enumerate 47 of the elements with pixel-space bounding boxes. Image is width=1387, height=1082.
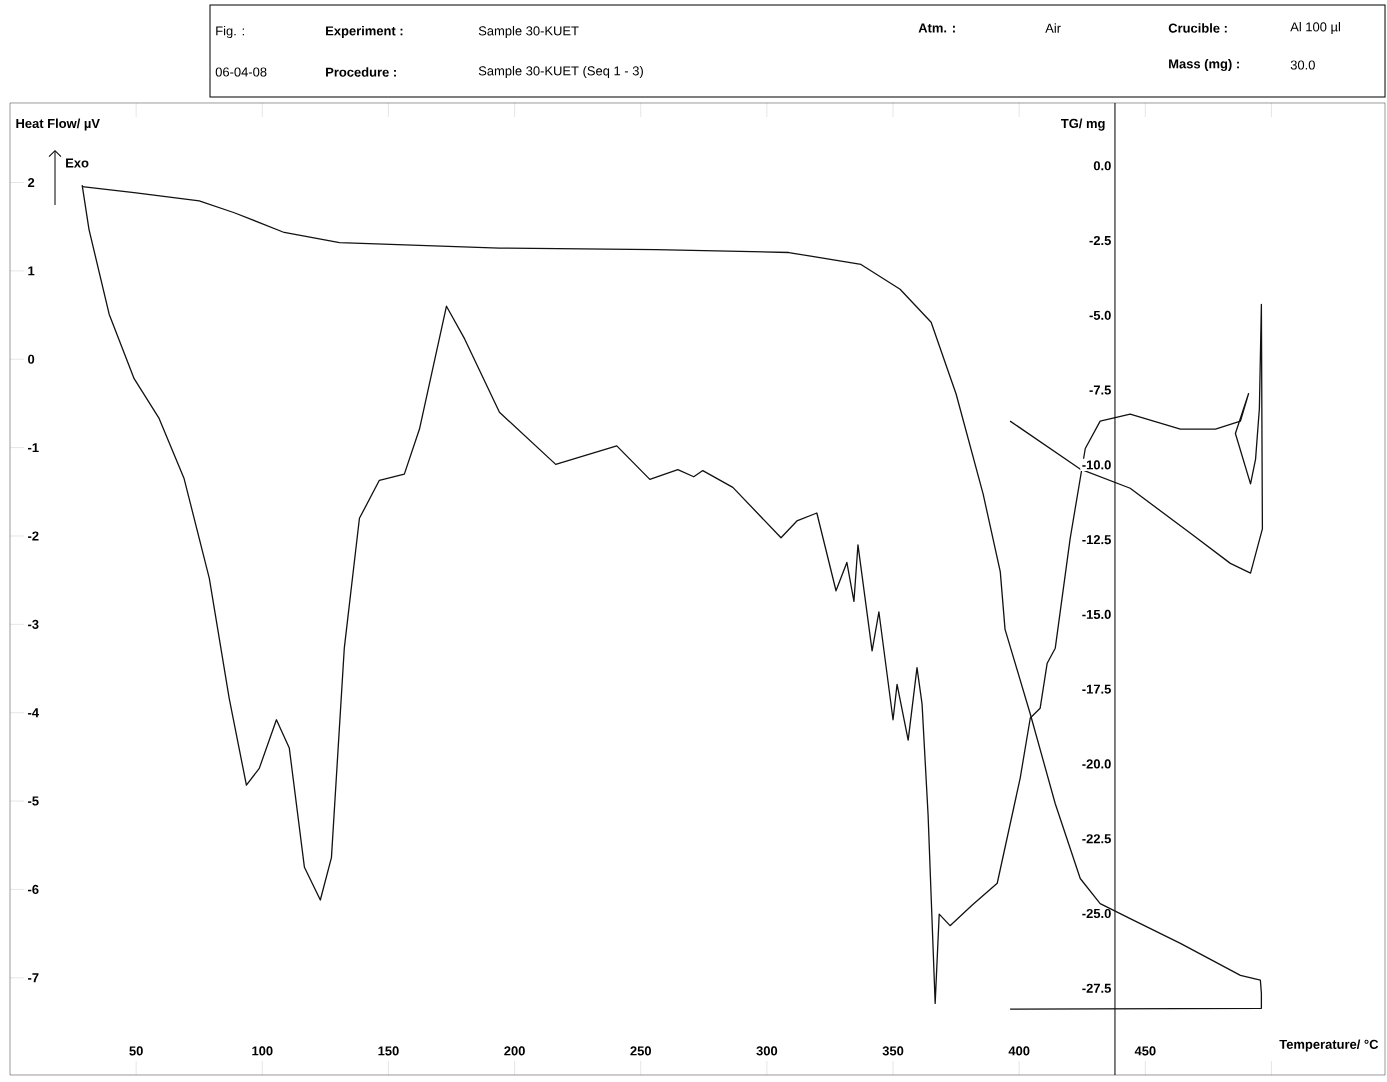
text: Crucible : (1168, 23, 1227, 33)
x-tick-label: 300 (756, 1046, 778, 1056)
x-tick-label: 200 (504, 1046, 525, 1056)
x-axis-title: Temperature/ °C (1279, 1039, 1379, 1052)
text: Fig. : (216, 25, 245, 39)
y-tick-label: 1 (28, 266, 35, 276)
y-axis-title: Heat Flow/ µV (16, 118, 100, 131)
y2-tick-label: -27.5 (1082, 983, 1111, 993)
y-tick-label: -5 (28, 796, 39, 806)
y2-tick-label: -15.0 (1082, 609, 1111, 619)
y-tick-label: -6 (28, 884, 39, 895)
text: Procedure : (326, 67, 396, 77)
x-tick-label: 50 (129, 1046, 143, 1056)
text: Air (1045, 23, 1061, 33)
y2-tick-label: -7.5 (1089, 385, 1111, 395)
x-tick-label: 100 (252, 1046, 273, 1056)
text: 30.0 (1290, 60, 1315, 70)
y2-tick-label: -22.5 (1082, 834, 1111, 844)
y2-tick-label: -25.0 (1082, 908, 1111, 919)
y2-tick-label: 0.0 (1093, 161, 1111, 171)
text: Sample 30-KUET (478, 25, 579, 39)
x-tick-label: 250 (630, 1046, 652, 1056)
y-tick-label: -7 (28, 973, 39, 983)
y2-tick-label: -2.5 (1089, 235, 1111, 246)
y-tick-label: -3 (28, 619, 39, 629)
y2-tick-label: -20.0 (1082, 759, 1111, 769)
y-tick-label: -2 (28, 531, 39, 541)
y2-tick-label: -5.0 (1089, 310, 1111, 320)
y2-tick-label: -10.0 (1082, 460, 1111, 470)
y-tick-label: -4 (28, 708, 39, 718)
text: Sample 30-KUET (Seq 1 - 3) (478, 65, 643, 79)
text: Atm. : (918, 23, 955, 33)
x-tick-label: 350 (882, 1046, 904, 1056)
annotation: Exo (66, 158, 89, 168)
x-tick-label: 400 (1008, 1046, 1030, 1056)
text: Al 100 µl (1290, 21, 1340, 35)
y2-tick-label: -12.5 (1082, 535, 1111, 545)
y-tick-label: -1 (28, 443, 39, 453)
x-tick-label: 150 (378, 1046, 399, 1056)
y2-tick-label: -17.5 (1082, 684, 1111, 694)
text: 06-04-08 (215, 67, 267, 77)
y2-axis-title: TG/ mg (1060, 118, 1105, 131)
y-tick-label: 2 (27, 177, 35, 188)
y-tick-label: 0 (28, 354, 35, 364)
x-tick-label: 450 (1134, 1046, 1156, 1056)
text: Mass (mg) : (1169, 58, 1239, 72)
text: Experiment : (326, 25, 403, 39)
